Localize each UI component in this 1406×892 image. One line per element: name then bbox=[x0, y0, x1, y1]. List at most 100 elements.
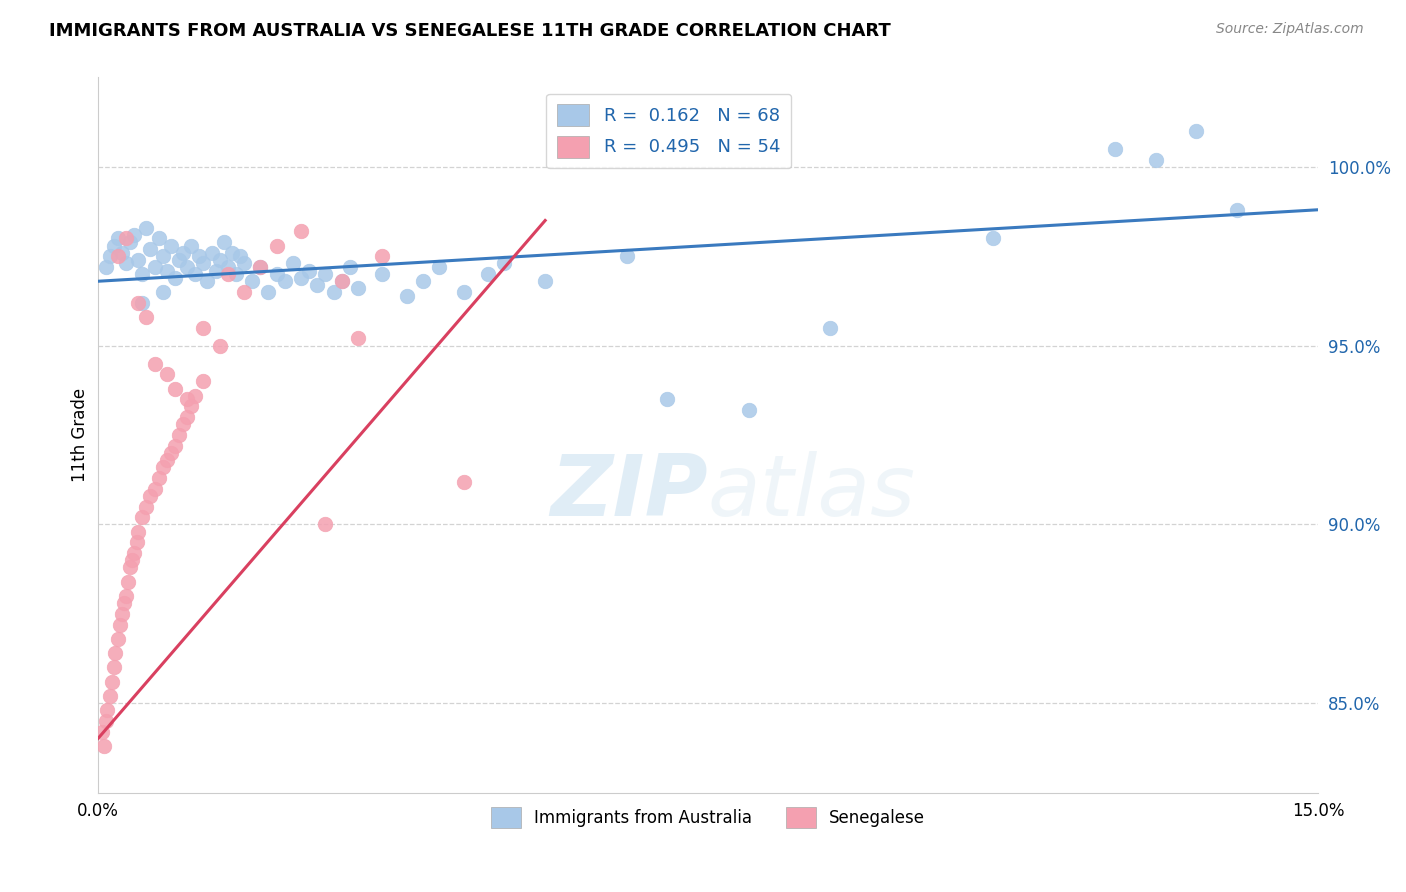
Point bbox=[197, 274, 219, 288]
Point bbox=[135, 310, 157, 324]
Point bbox=[163, 382, 186, 396]
Point bbox=[412, 274, 434, 288]
Point bbox=[477, 267, 499, 281]
Point bbox=[159, 238, 181, 252]
Point bbox=[229, 249, 252, 263]
Point bbox=[290, 224, 312, 238]
Point bbox=[120, 235, 142, 249]
Point bbox=[90, 724, 112, 739]
Text: Source: ZipAtlas.com: Source: ZipAtlas.com bbox=[1216, 22, 1364, 37]
Point bbox=[240, 274, 263, 288]
Point bbox=[127, 252, 149, 267]
Point bbox=[257, 285, 280, 299]
Point bbox=[107, 231, 129, 245]
Point bbox=[135, 220, 157, 235]
Point bbox=[112, 596, 135, 610]
Point bbox=[127, 524, 149, 539]
Point bbox=[818, 320, 841, 334]
Point bbox=[163, 439, 186, 453]
Point bbox=[1226, 202, 1249, 217]
Point bbox=[176, 410, 198, 425]
Point bbox=[266, 267, 288, 281]
Point bbox=[330, 274, 353, 288]
Point bbox=[395, 288, 418, 302]
Point bbox=[143, 482, 166, 496]
Point bbox=[204, 263, 226, 277]
Point bbox=[180, 400, 202, 414]
Point bbox=[217, 260, 239, 274]
Point bbox=[1185, 124, 1208, 138]
Point bbox=[156, 453, 179, 467]
Point bbox=[347, 281, 370, 295]
Point bbox=[657, 392, 679, 407]
Point bbox=[176, 260, 198, 274]
Point bbox=[93, 739, 115, 754]
Point bbox=[139, 489, 162, 503]
Point bbox=[339, 260, 361, 274]
Point bbox=[233, 285, 256, 299]
Point bbox=[298, 263, 321, 277]
Point bbox=[115, 231, 138, 245]
Text: IMMIGRANTS FROM AUSTRALIA VS SENEGALESE 11TH GRADE CORRELATION CHART: IMMIGRANTS FROM AUSTRALIA VS SENEGALESE … bbox=[49, 22, 891, 40]
Point bbox=[281, 256, 304, 270]
Point bbox=[208, 252, 231, 267]
Point bbox=[737, 403, 759, 417]
Point bbox=[115, 589, 138, 603]
Point bbox=[131, 267, 153, 281]
Point bbox=[167, 252, 190, 267]
Point bbox=[249, 260, 271, 274]
Point bbox=[110, 617, 132, 632]
Point bbox=[212, 235, 235, 249]
Point bbox=[115, 256, 138, 270]
Point bbox=[193, 320, 215, 334]
Point bbox=[314, 517, 336, 532]
Point bbox=[152, 460, 174, 475]
Point bbox=[152, 285, 174, 299]
Point bbox=[107, 632, 129, 646]
Point bbox=[148, 231, 170, 245]
Point bbox=[159, 446, 181, 460]
Point bbox=[225, 267, 247, 281]
Point bbox=[103, 238, 125, 252]
Point bbox=[534, 274, 557, 288]
Point bbox=[266, 238, 288, 252]
Point bbox=[208, 338, 231, 352]
Point bbox=[193, 375, 215, 389]
Point bbox=[96, 703, 118, 717]
Point bbox=[156, 263, 179, 277]
Point bbox=[233, 256, 256, 270]
Point bbox=[98, 689, 121, 703]
Y-axis label: 11th Grade: 11th Grade bbox=[72, 388, 89, 482]
Point bbox=[103, 660, 125, 674]
Point bbox=[131, 295, 153, 310]
Text: atlas: atlas bbox=[709, 450, 915, 533]
Point bbox=[101, 674, 124, 689]
Point bbox=[347, 331, 370, 345]
Legend: Immigrants from Australia, Senegalese: Immigrants from Australia, Senegalese bbox=[484, 801, 932, 834]
Point bbox=[107, 249, 129, 263]
Point bbox=[143, 260, 166, 274]
Point bbox=[314, 267, 336, 281]
Point bbox=[121, 553, 143, 567]
Point bbox=[184, 267, 207, 281]
Point bbox=[111, 607, 134, 621]
Point bbox=[188, 249, 211, 263]
Point bbox=[127, 295, 149, 310]
Point bbox=[120, 560, 142, 574]
Point bbox=[122, 227, 145, 242]
Point bbox=[135, 500, 157, 514]
Point bbox=[453, 285, 475, 299]
Point bbox=[453, 475, 475, 489]
Point bbox=[125, 535, 148, 549]
Point bbox=[98, 249, 121, 263]
Point bbox=[111, 245, 134, 260]
Point bbox=[167, 428, 190, 442]
Point bbox=[94, 714, 117, 728]
Point bbox=[290, 270, 312, 285]
Point bbox=[117, 574, 139, 589]
Point bbox=[274, 274, 297, 288]
Point bbox=[193, 256, 215, 270]
Point bbox=[981, 231, 1004, 245]
Point bbox=[200, 245, 222, 260]
Text: ZIP: ZIP bbox=[550, 450, 709, 533]
